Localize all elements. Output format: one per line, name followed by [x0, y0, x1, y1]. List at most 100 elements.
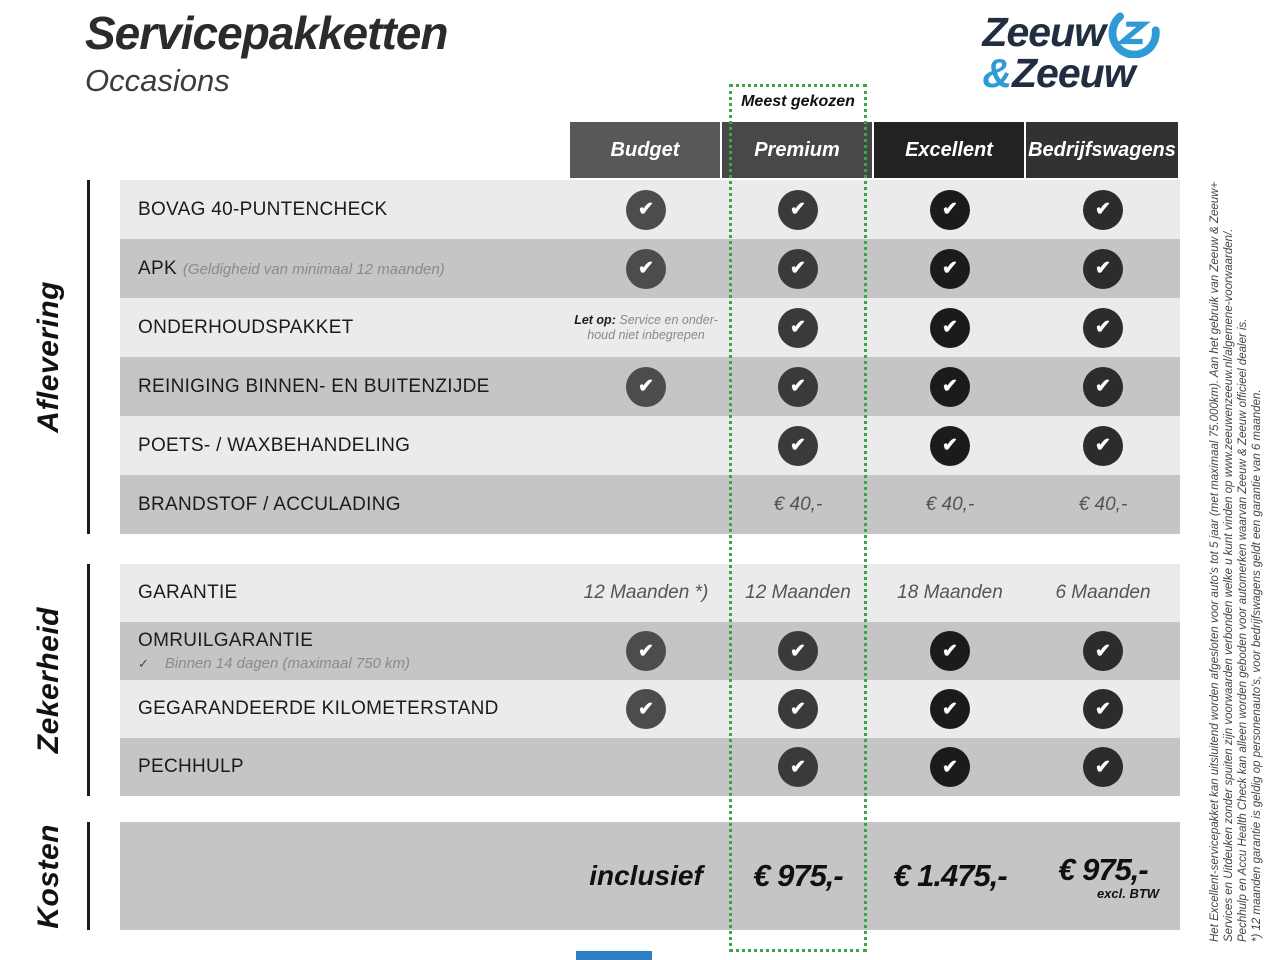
table-row: BRANDSTOF / ACCULADING € 40,- € 40,- € 4…: [120, 475, 1180, 534]
section-rule-aflevering: [87, 180, 90, 534]
fineprint-line-3: Pechhulp en Accu Health Check kan alleen…: [1237, 318, 1249, 943]
check-icon: ✔: [778, 689, 818, 729]
cell: ✔: [1026, 248, 1180, 289]
check-icon: ✔: [930, 248, 970, 289]
kosten-bedrijfswagens-cell: € 975,- excl. BTW: [1026, 852, 1180, 901]
check-icon: ✔: [1083, 307, 1123, 348]
row-label: APK (Geldigheid van minimaal 12 maanden): [120, 258, 570, 280]
logo-text-zeeuw-2: Zeeuw: [1012, 50, 1136, 96]
row-label: PECHHULP: [138, 756, 244, 777]
cell: 6 Maanden: [1055, 582, 1151, 603]
check-icon: ✔: [1083, 747, 1123, 787]
check-icon: ✔: [626, 248, 666, 289]
cell: ✔: [722, 425, 874, 466]
row-label: ONDERHOUDSPAKKET: [138, 316, 354, 338]
cell: ✔: [874, 747, 1026, 787]
kosten-inclusief: inclusief: [589, 860, 703, 891]
table-row: PECHHULP ✔ ✔ ✔: [120, 738, 1180, 796]
check-icon: ✔: [778, 189, 818, 230]
logo-line-2: &Zeeuw: [982, 53, 1160, 94]
kosten-premium-cell: € 975,-: [722, 858, 874, 894]
column-header-bedrijfswagens: Bedrijfswagens: [1026, 122, 1178, 178]
check-icon: ✔: [778, 248, 818, 289]
row-sub-line: ✓ Binnen 14 dagen (maximaal 750 km): [138, 655, 570, 672]
cell: ✔: [722, 747, 874, 787]
check-icon: ✔: [930, 425, 970, 466]
cell: ✔: [722, 307, 874, 348]
cell: € 40,-: [773, 493, 823, 515]
table-row: APK (Geldigheid van minimaal 12 maanden) …: [120, 239, 1180, 298]
cell: ✔: [570, 248, 722, 289]
table-row: GEGARANDEERDE KILOMETERSTAND ✔ ✔ ✔ ✔: [120, 680, 1180, 738]
cell: ✔: [1026, 307, 1180, 348]
side-label-zekerheid: Zekerheid: [32, 606, 65, 754]
check-icon: ✔: [1083, 425, 1123, 466]
row-label-text: APK: [138, 257, 177, 279]
check-icon: ✔: [930, 689, 970, 729]
comparison-table: Budget Premium Excellent Bedrijfswagens …: [120, 122, 1180, 930]
table-row: GARANTIE 12 Maanden *) 12 Maanden 18 Maa…: [120, 564, 1180, 622]
check-icon: ✔: [930, 747, 970, 787]
letop-note: Let op: Service en onder-houd niet inbeg…: [571, 313, 721, 343]
check-icon: ✔: [1083, 689, 1123, 729]
logo-line-1: Zeeuw: [982, 6, 1160, 58]
side-label-kosten-wrap: Kosten: [18, 822, 80, 930]
check-icon: ✔: [1083, 248, 1123, 289]
check-icon: ✔: [1083, 631, 1123, 671]
fineprint-line-2: Services en Uitdeuken zonder spuiten zij…: [1223, 228, 1235, 942]
side-label-aflevering: Aflevering: [32, 281, 65, 433]
cell: 18 Maanden: [897, 582, 1003, 603]
table-row: ONDERHOUDSPAKKET Let op: Service en onde…: [120, 298, 1180, 357]
logo-ampersand: &: [982, 50, 1012, 96]
kosten-budget-cell: inclusief: [570, 860, 722, 892]
side-label-aflevering-wrap: Aflevering: [18, 180, 80, 534]
kosten-price-excellent: € 1.475,-: [893, 858, 1007, 893]
column-header-excellent: Excellent: [874, 122, 1024, 178]
cell: ✔: [874, 366, 1026, 407]
column-header-budget: Budget: [570, 122, 720, 178]
cell: ✔: [722, 689, 874, 729]
cell: ✔: [722, 366, 874, 407]
check-icon: ✔: [930, 307, 970, 348]
row-label-text: OMRUILGARANTIE: [138, 630, 314, 651]
check-icon: ✔: [778, 425, 818, 466]
side-label-kosten: Kosten: [32, 823, 65, 929]
check-icon: ✔: [778, 366, 818, 407]
cell: 12 Maanden: [745, 582, 851, 603]
cell: ✔: [874, 689, 1026, 729]
section-aflevering: BOVAG 40-PUNTENCHECK ✔ ✔ ✔ ✔ APK (Geldigh…: [120, 180, 1180, 534]
section-kosten: inclusief € 975,- € 1.475,- € 975,- excl…: [120, 822, 1180, 930]
table-row: POETS- / WAXBEHANDELING ✔ ✔ ✔: [120, 416, 1180, 475]
table-row: REINIGING BINNEN- EN BUITENZIJDE ✔ ✔ ✔ ✔: [120, 357, 1180, 416]
small-check-icon: ✓: [138, 656, 149, 671]
cell: ✔: [570, 189, 722, 230]
page-title: Servicepakketten: [85, 7, 448, 59]
brand-logo: Zeeuw &Zeeuw: [982, 6, 1160, 94]
check-icon: ✔: [778, 747, 818, 787]
check-icon: ✔: [930, 366, 970, 407]
bottom-accent-bar: [576, 951, 652, 960]
check-icon: ✔: [626, 689, 666, 729]
check-icon: ✔: [778, 631, 818, 671]
check-icon: ✔: [930, 189, 970, 230]
check-icon: ✔: [626, 189, 666, 230]
row-label: BOVAG 40-PUNTENCHECK: [138, 198, 388, 220]
row-label: GARANTIE: [138, 582, 238, 603]
row-sub-text: Binnen 14 dagen (maximaal 750 km): [164, 655, 411, 672]
kosten-excl-btw: excl. BTW: [1096, 885, 1160, 901]
check-icon: ✔: [626, 366, 666, 407]
cell: ✔: [722, 248, 874, 289]
cell: € 40,-: [925, 493, 975, 515]
row-label: POETS- / WAXBEHANDELING: [138, 434, 411, 456]
cell: ✔: [1026, 689, 1180, 729]
side-label-zekerheid-wrap: Zekerheid: [18, 564, 80, 796]
table-row: OMRUILGARANTIE ✓ Binnen 14 dagen (maximaa…: [120, 622, 1180, 680]
cell: ✔: [722, 631, 874, 671]
check-icon: ✔: [778, 307, 818, 348]
row-label: REINIGING BINNEN- EN BUITENZIJDE: [138, 375, 490, 397]
cell: Let op: Service en onder-houd niet inbeg…: [570, 313, 722, 343]
letop-note-bold: Let op:: [574, 312, 616, 327]
cell: ✔: [874, 425, 1026, 466]
cell: ✔: [1026, 747, 1180, 787]
